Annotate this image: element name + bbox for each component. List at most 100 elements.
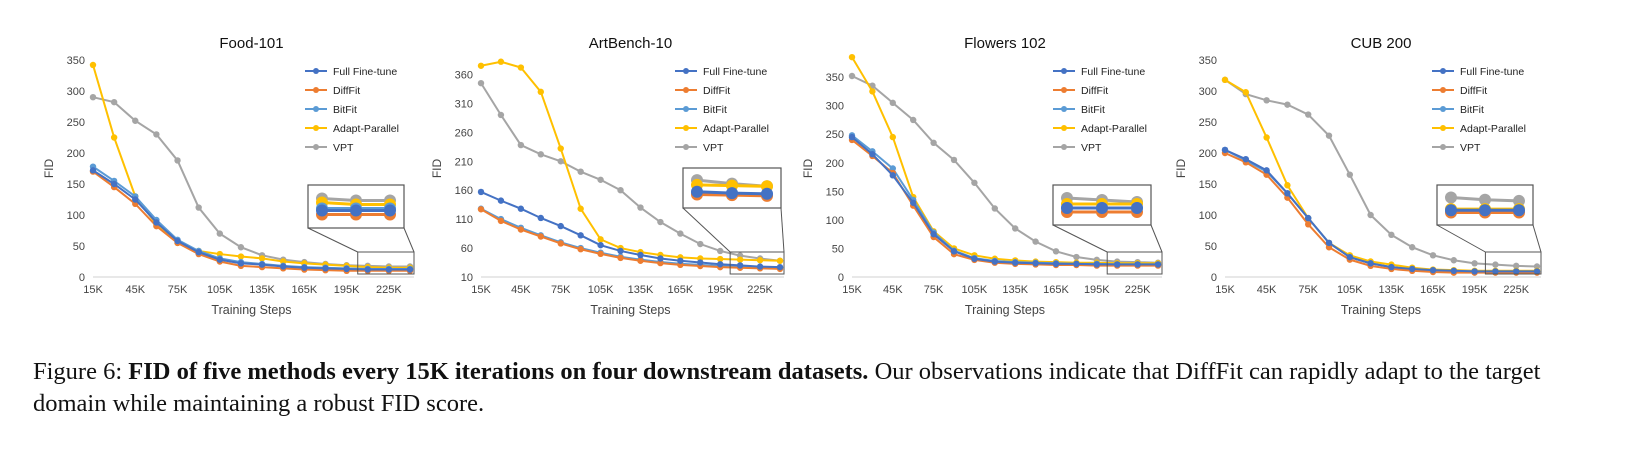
legend-label-adapt-parallel: Adapt-Parallel bbox=[1081, 123, 1147, 135]
chart-title: Flowers 102 bbox=[964, 35, 1046, 52]
data-point-vpt bbox=[237, 244, 245, 251]
x-tick-label: 165K bbox=[1420, 284, 1446, 296]
data-point-vpt bbox=[537, 151, 544, 158]
data-point-adapt-parallel bbox=[237, 253, 245, 260]
x-tick-label: 225K bbox=[747, 284, 773, 296]
data-point-full-fine-tune bbox=[1012, 259, 1019, 266]
series-line-full-fine-tune bbox=[92, 169, 410, 271]
y-tick-label: 260 bbox=[455, 127, 473, 139]
data-point-full-fine-tune bbox=[1450, 267, 1458, 274]
data-point-vpt bbox=[195, 204, 202, 211]
data-point-full-fine-tune bbox=[195, 249, 202, 256]
data-point-full-fine-tune bbox=[756, 263, 764, 270]
inset-point-full-fine-tune bbox=[1513, 204, 1525, 217]
x-tick-label: 105K bbox=[962, 284, 988, 296]
data-point-vpt bbox=[1325, 132, 1333, 139]
y-tick-label: 310 bbox=[455, 98, 473, 110]
zoom-connector bbox=[1150, 224, 1163, 253]
inset-point-full-fine-tune bbox=[1061, 202, 1073, 215]
inset-point-full-fine-tune bbox=[691, 185, 703, 198]
inset-point-full-fine-tune bbox=[384, 204, 396, 217]
data-point-full-fine-tune bbox=[736, 262, 744, 269]
data-point-full-fine-tune bbox=[577, 232, 584, 239]
data-point-vpt bbox=[1263, 97, 1270, 104]
chart-cub-200: CUB 200 0 50 100 150 200 250 300 350 15K 45K 75K 105… bbox=[1174, 35, 1542, 317]
legend-label-full-fine-tune: Full Fine-tune bbox=[1081, 66, 1145, 78]
inset-point-vpt bbox=[1479, 193, 1491, 206]
data-point-full-fine-tune bbox=[717, 261, 724, 268]
data-point-full-fine-tune bbox=[301, 264, 308, 271]
y-tick-label: 0 bbox=[79, 272, 85, 284]
y-tick-label: 350 bbox=[67, 55, 85, 67]
legend-label-adapt-parallel: Adapt-Parallel bbox=[1460, 123, 1526, 135]
legend-marker-vpt bbox=[683, 144, 689, 150]
zoom-connector bbox=[682, 207, 731, 253]
data-point-vpt bbox=[950, 156, 958, 164]
legend-marker-bitfit bbox=[683, 106, 689, 112]
data-point-difffit bbox=[537, 233, 544, 240]
data-point-difffit bbox=[477, 206, 485, 213]
data-point-vpt bbox=[1052, 248, 1060, 255]
y-tick-label: 250 bbox=[826, 129, 844, 141]
y-tick-label: 210 bbox=[455, 156, 473, 168]
data-point-adapt-parallel bbox=[110, 134, 118, 141]
data-point-vpt bbox=[110, 98, 118, 106]
x-tick-label: 75K bbox=[551, 284, 571, 296]
x-tick-label: 135K bbox=[1379, 284, 1405, 296]
chart-title: Food-101 bbox=[219, 35, 283, 52]
data-point-vpt bbox=[89, 94, 97, 101]
chart-artbench-10: ArtBench-10 10 60 110 160 210 260 310 360 15K 45K 7… bbox=[430, 35, 785, 317]
data-point-vpt bbox=[477, 79, 485, 87]
legend-marker-vpt bbox=[313, 144, 319, 150]
series-line-vpt bbox=[1224, 79, 1538, 268]
data-point-adapt-parallel bbox=[1284, 182, 1291, 189]
legend-label-vpt: VPT bbox=[703, 142, 724, 154]
y-axis-label: FID bbox=[42, 159, 56, 179]
figure-caption: Figure 6: FID of five methods every 15K … bbox=[33, 356, 1613, 420]
legend-label-difffit: DiffFit bbox=[333, 85, 360, 97]
data-point-adapt-parallel bbox=[869, 88, 876, 95]
data-point-vpt bbox=[497, 111, 505, 119]
zoom-region-box bbox=[729, 251, 785, 275]
data-point-full-fine-tune bbox=[1429, 266, 1437, 274]
data-point-vpt bbox=[848, 72, 856, 80]
x-tick-label: 45K bbox=[125, 284, 145, 296]
chart-title: CUB 200 bbox=[1351, 35, 1412, 52]
data-point-vpt bbox=[930, 139, 937, 147]
data-point-vpt bbox=[697, 240, 704, 248]
data-point-difffit bbox=[517, 226, 525, 233]
legend-marker-vpt bbox=[1061, 144, 1067, 150]
x-tick-label: 105K bbox=[1337, 284, 1363, 296]
inset-point-full-fine-tune bbox=[1479, 204, 1491, 217]
data-point-adapt-parallel bbox=[517, 64, 525, 71]
data-point-full-fine-tune bbox=[258, 261, 266, 268]
data-point-vpt bbox=[557, 158, 564, 165]
data-point-vpt bbox=[889, 99, 896, 107]
data-point-vpt bbox=[216, 230, 223, 237]
legend-label-vpt: VPT bbox=[1081, 142, 1102, 154]
data-point-full-fine-tune bbox=[1513, 268, 1520, 275]
x-tick-label: 135K bbox=[249, 284, 275, 296]
data-point-vpt bbox=[910, 116, 917, 124]
data-point-full-fine-tune bbox=[971, 255, 978, 262]
data-point-adapt-parallel bbox=[1242, 89, 1250, 96]
x-tick-label: 225K bbox=[376, 284, 402, 296]
legend-label-difffit: DiffFit bbox=[1460, 85, 1487, 97]
y-tick-label: 250 bbox=[1199, 117, 1217, 129]
data-point-full-fine-tune bbox=[237, 260, 245, 267]
x-tick-label: 165K bbox=[1043, 284, 1069, 296]
y-tick-label: 60 bbox=[461, 243, 473, 255]
legend-marker-difffit bbox=[1061, 87, 1067, 93]
caption-rest: Our observations indicate that DiffFit c… bbox=[33, 358, 1541, 417]
x-tick-label: 165K bbox=[291, 284, 317, 296]
x-axis-label: Training Steps bbox=[211, 303, 291, 317]
data-point-vpt bbox=[1073, 253, 1080, 261]
data-point-adapt-parallel bbox=[597, 236, 604, 243]
x-tick-label: 45K bbox=[1257, 284, 1277, 296]
x-tick-label: 15K bbox=[83, 284, 103, 296]
data-point-difffit bbox=[1305, 221, 1312, 228]
data-point-full-fine-tune bbox=[1492, 268, 1499, 275]
data-point-vpt bbox=[991, 205, 998, 212]
y-tick-label: 150 bbox=[826, 186, 844, 198]
inset-point-full-fine-tune bbox=[1096, 202, 1108, 215]
